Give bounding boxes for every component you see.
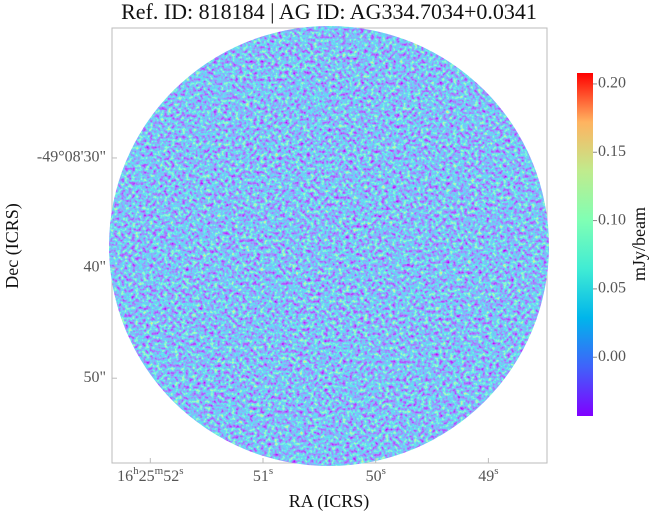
x-tick-label: 50s	[366, 465, 386, 485]
x-axis-label: RA (ICRS)	[289, 491, 370, 512]
x-tick-label: 49s	[478, 465, 498, 485]
colorbar-tick-label: 0.15	[598, 143, 626, 160]
colorbar-tick-label: 0.00	[598, 348, 626, 365]
sky-image	[109, 26, 549, 466]
x-tick-label: 51s	[253, 465, 273, 485]
y-tick-label: -49°08'30"	[37, 149, 106, 166]
y-tick-label: 50"	[83, 369, 106, 386]
colorbar-tick-label: 0.20	[598, 75, 626, 92]
x-tick-label: 16h25m52s	[117, 465, 183, 485]
colorbar-tick-label: 0.10	[598, 211, 626, 228]
chart-title: Ref. ID: 818184 | AG ID: AG334.7034+0.03…	[121, 0, 537, 24]
colorbar	[577, 73, 593, 416]
colorbar-label: mJy/beam	[629, 207, 649, 281]
y-axis-label: Dec (ICRS)	[2, 203, 23, 288]
y-tick-label: 40"	[83, 259, 106, 276]
colorbar-tick-label: 0.05	[598, 280, 626, 297]
